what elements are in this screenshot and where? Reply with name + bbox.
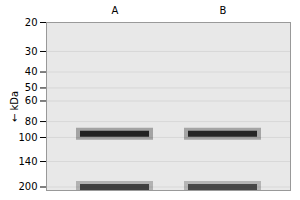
svg-text:A: A <box>112 5 119 16</box>
svg-text:B: B <box>220 5 227 16</box>
svg-text:200: 200 <box>18 181 37 192</box>
svg-text:100: 100 <box>18 132 37 143</box>
svg-text:20: 20 <box>25 17 38 28</box>
svg-text:40: 40 <box>25 66 38 77</box>
svg-text:80: 80 <box>25 116 38 127</box>
svg-text:← kDa: ← kDa <box>9 91 20 122</box>
svg-text:30: 30 <box>25 46 38 57</box>
svg-text:140: 140 <box>18 156 37 167</box>
svg-text:60: 60 <box>25 95 38 106</box>
svg-text:50: 50 <box>25 82 38 93</box>
